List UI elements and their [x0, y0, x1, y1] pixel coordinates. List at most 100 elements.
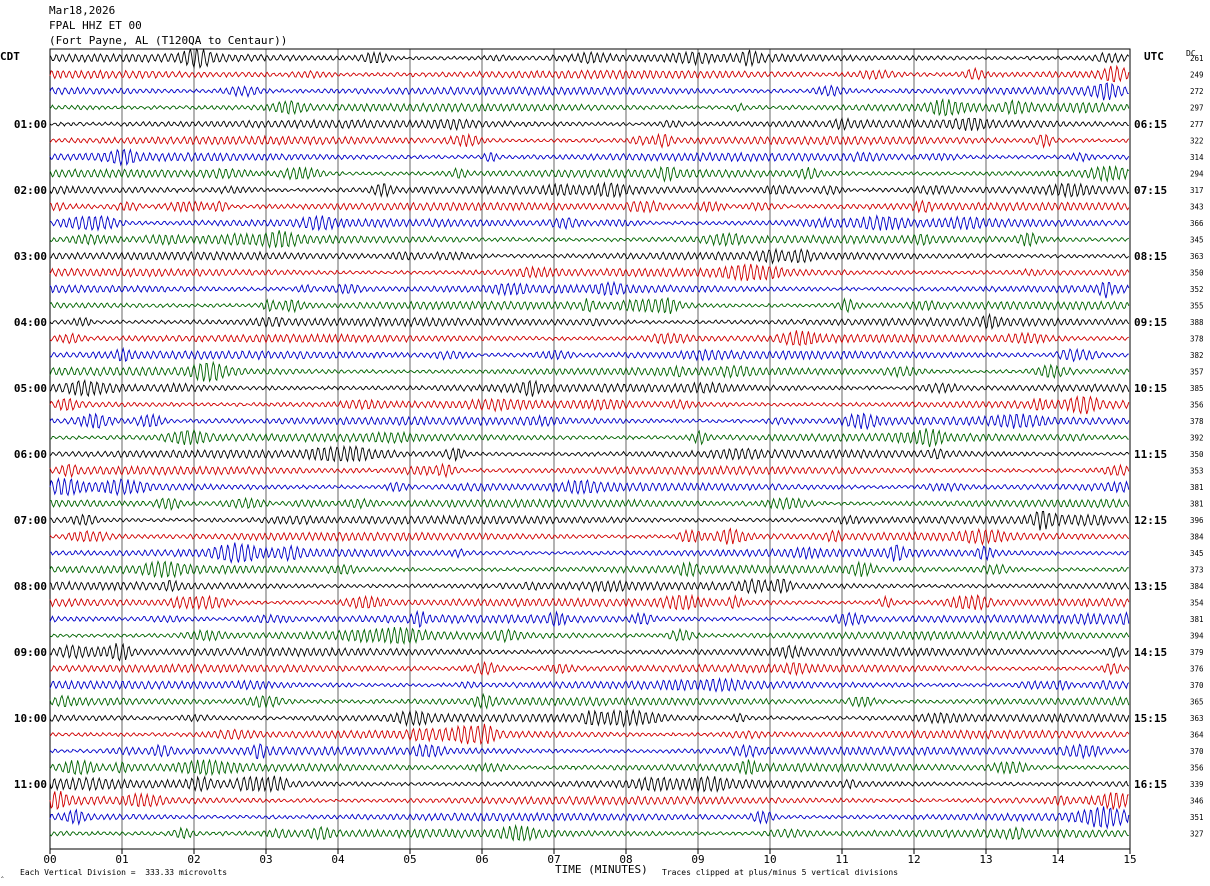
- trace-row-18: [49, 330, 1129, 347]
- dc-value: 396: [1190, 516, 1204, 525]
- left-hour-label: 08:00: [14, 580, 47, 593]
- dc-value: 322: [1190, 137, 1204, 146]
- left-hour-label: 09:00: [14, 646, 47, 659]
- dc-value: 363: [1190, 714, 1204, 723]
- x-tick-label: 13: [979, 853, 992, 866]
- dc-value: 394: [1190, 632, 1204, 641]
- dc-value: 356: [1190, 764, 1204, 773]
- dc-value: 277: [1190, 120, 1204, 129]
- dc-value: 249: [1190, 71, 1204, 80]
- trace-row-34: [49, 593, 1130, 611]
- dc-value: 350: [1190, 450, 1204, 459]
- trace-row-4: [49, 98, 1130, 117]
- corner-mark: ‸: [1, 869, 4, 878]
- trace-row-3: [49, 82, 1129, 101]
- dc-value: 381: [1190, 483, 1204, 492]
- x-tick-label: 04: [331, 853, 345, 866]
- dc-value: 294: [1190, 170, 1204, 179]
- dc-value: 343: [1190, 203, 1204, 212]
- trace-row-32: [49, 559, 1129, 579]
- trace-row-12: [49, 230, 1130, 249]
- x-tick-label: 11: [835, 853, 848, 866]
- trace-row-35: [49, 609, 1130, 628]
- trace-row-44: [49, 758, 1129, 777]
- right-hour-label: 15:15: [1134, 712, 1167, 725]
- trace-row-21: [49, 378, 1130, 398]
- right-hour-label: 10:15: [1134, 382, 1167, 395]
- left-hour-label: 05:00: [14, 382, 47, 395]
- trace-row-6: [49, 132, 1130, 149]
- dc-value: 384: [1190, 582, 1204, 591]
- dc-value: 317: [1190, 186, 1204, 195]
- dc-value: 272: [1190, 87, 1204, 96]
- dc-value: 345: [1190, 549, 1204, 558]
- trace-row-9: [49, 181, 1130, 199]
- dc-value: 378: [1190, 417, 1204, 426]
- trace-row-45: [49, 775, 1130, 794]
- dc-value: 378: [1190, 335, 1204, 344]
- left-hour-label: 02:00: [14, 184, 47, 197]
- dc-value: 297: [1190, 104, 1204, 113]
- dc-label: DC: [1186, 49, 1196, 58]
- trace-row-36: [49, 626, 1130, 645]
- trace-row-1: [49, 47, 1130, 69]
- right-hour-label: 07:15: [1134, 184, 1167, 197]
- dc-value: 356: [1190, 401, 1204, 410]
- dc-value: 314: [1190, 153, 1204, 162]
- trace-row-11: [49, 214, 1130, 232]
- trace-row-2: [49, 64, 1130, 83]
- x-tick-label: 02: [187, 853, 200, 866]
- dc-value: 357: [1190, 368, 1204, 377]
- right-hour-label: 12:15: [1134, 514, 1167, 527]
- dc-value: 370: [1190, 747, 1204, 756]
- dc-value: 350: [1190, 269, 1204, 278]
- trace-row-41: [49, 708, 1130, 728]
- trace-row-48: [49, 823, 1129, 842]
- dc-value: 345: [1190, 236, 1204, 245]
- dc-value: 339: [1190, 780, 1204, 789]
- trace-row-25: [49, 444, 1130, 463]
- trace-row-30: [49, 527, 1130, 547]
- left-hour-label: 04:00: [14, 316, 47, 329]
- trace-row-19: [49, 346, 1129, 363]
- dc-value: 385: [1190, 384, 1204, 393]
- station-label: FPAL HHZ ET 00: [49, 19, 142, 32]
- trace-row-43: [49, 743, 1130, 760]
- trace-row-13: [49, 247, 1130, 265]
- x-tick-label: 00: [43, 853, 56, 866]
- x-tick-label: 15: [1123, 853, 1136, 866]
- x-tick-label: 08: [619, 853, 632, 866]
- right-hour-label: 06:15: [1134, 118, 1167, 131]
- dc-value: 363: [1190, 252, 1204, 261]
- dc-value: 365: [1190, 698, 1204, 707]
- dc-value: 370: [1190, 681, 1204, 690]
- dc-value: 352: [1190, 285, 1204, 294]
- trace-row-22: [49, 394, 1130, 415]
- trace-row-20: [49, 360, 1130, 383]
- dc-value: 261: [1190, 54, 1204, 63]
- trace-row-29: [49, 510, 1129, 531]
- dc-value: 373: [1190, 566, 1204, 575]
- trace-row-17: [49, 312, 1130, 331]
- right-hour-label: 16:15: [1134, 778, 1167, 791]
- left-hour-label: 01:00: [14, 118, 47, 131]
- trace-row-8: [49, 164, 1130, 183]
- trace-row-46: [49, 791, 1129, 811]
- x-tick-label: 05: [403, 853, 416, 866]
- clip-text: Traces clipped at plus/minus 5 vertical …: [662, 868, 899, 877]
- dc-value: 379: [1190, 648, 1204, 657]
- dc-value: 366: [1190, 219, 1204, 228]
- dc-value: 388: [1190, 318, 1204, 327]
- dc-value: 364: [1190, 731, 1204, 740]
- trace-row-38: [50, 661, 1130, 677]
- dc-value: 346: [1190, 797, 1204, 806]
- dc-value: 355: [1190, 302, 1204, 311]
- x-tick-label: 14: [1051, 853, 1065, 866]
- dc-value: 353: [1190, 467, 1204, 476]
- trace-row-47: [49, 806, 1130, 830]
- trace-row-7: [49, 148, 1130, 167]
- plot-frame: [49, 48, 1131, 850]
- right-hour-label: 09:15: [1134, 316, 1167, 329]
- right-hour-label: 13:15: [1134, 580, 1167, 593]
